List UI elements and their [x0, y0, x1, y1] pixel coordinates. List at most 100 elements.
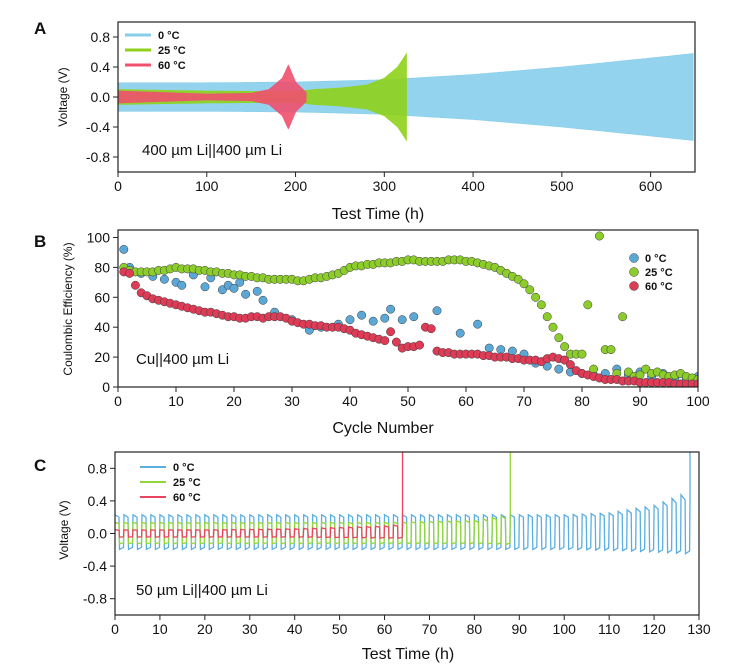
legend-c-label-25c: 25 °C	[173, 477, 201, 489]
panel-c-letter: C	[34, 456, 46, 475]
panel-b-point-0c	[484, 343, 494, 353]
y-tick-label: 0.0	[88, 526, 108, 542]
panel-b-point-25c	[594, 231, 604, 241]
x-tick-label: 120	[642, 621, 666, 637]
panel-b-point-0c	[432, 306, 442, 316]
panel-c-trace-0c	[115, 452, 691, 555]
x-tick-label: 20	[226, 393, 242, 409]
x-tick-label: 70	[516, 393, 532, 409]
panel-b-point-60c	[380, 336, 390, 346]
x-tick-label: 40	[287, 621, 303, 637]
panel-b-point-0c	[252, 286, 262, 296]
legend-a-label-25c: 25 °C	[158, 45, 186, 57]
panel-c-y-axis: 0.8 0.4 0.0 -0.4 -0.8	[83, 460, 115, 607]
panel-b-point-0c	[119, 244, 129, 254]
panel-b-point-0c	[473, 319, 483, 329]
panel-b-point-0c	[380, 313, 390, 323]
panel-b-point-0c	[345, 315, 355, 325]
x-tick-label: 300	[373, 178, 397, 194]
panel-c-legend: 0 °C 25 °C 60 °C	[140, 462, 201, 504]
legend-b-label-0c: 0 °C	[645, 253, 667, 265]
panel-a-x-label: Test Time (h)	[332, 206, 424, 223]
y-tick-label: 0.8	[91, 29, 111, 45]
panel-c-trace-60c	[115, 452, 404, 539]
x-tick-label: 60	[458, 393, 474, 409]
panel-b-point-25c	[531, 292, 541, 302]
panel-b-point-25c	[554, 333, 564, 343]
panel-c-traces	[115, 452, 691, 555]
x-tick-label: 80	[574, 393, 590, 409]
panel-b-point-0c	[496, 345, 506, 355]
x-tick-label: 40	[342, 393, 358, 409]
panel-a-traces	[118, 52, 694, 142]
y-tick-label: 80	[94, 259, 110, 275]
x-tick-label: 100	[553, 621, 577, 637]
panel-b-point-25c	[606, 345, 616, 355]
y-tick-label: 0.0	[91, 89, 111, 105]
panel-b-y-axis: 0 20 40 60 80 100	[87, 229, 118, 395]
panel-b-point-60c	[391, 337, 401, 347]
panel-b-point-0c	[229, 283, 239, 293]
legend-a-label-0c: 0 °C	[158, 30, 180, 42]
panel-b-point-60c	[130, 280, 140, 290]
legend-b-marker-0c	[629, 253, 639, 263]
x-tick-label: 70	[422, 621, 438, 637]
panel-b-point-0c	[455, 328, 465, 338]
panel-b-point-0c	[357, 310, 367, 320]
panel-c-y-label: Voltage (V)	[57, 500, 71, 559]
y-tick-label: 40	[94, 319, 110, 335]
x-tick-label: 60	[377, 621, 393, 637]
panel-b-point-25c	[519, 279, 529, 289]
panel-b-point-25c	[536, 300, 546, 310]
panel-c: C 0.8 0.4 0.0 -0.4 -0.8 0 10 20 30 40 50 60 70 80 90 1…	[34, 451, 711, 663]
panel-c-x-label: Test Time (h)	[362, 646, 454, 663]
legend-b-marker-60c	[629, 281, 639, 291]
legend-c-label-0c: 0 °C	[173, 462, 195, 474]
x-tick-label: 10	[168, 393, 184, 409]
panel-c-x-axis: 0 10 20 30 40 50 60 70 80 90 100 110 120 130	[111, 615, 711, 637]
y-tick-label: -0.8	[83, 591, 107, 607]
panel-b-point-25c	[542, 312, 552, 322]
x-tick-label: 110	[598, 621, 621, 637]
x-tick-label: 20	[197, 621, 213, 637]
panel-b-point-0c	[177, 280, 187, 290]
legend-b-label-25c: 25 °C	[645, 267, 673, 279]
panel-a-y-label: Voltage (V)	[56, 67, 70, 126]
panel-b-point-25c	[618, 312, 628, 322]
panel-b-y-label: Coulombic Efficiency (%)	[61, 242, 75, 375]
legend-a-label-60c: 60 °C	[158, 60, 186, 72]
panel-a: A 0.80.40.0-0.4-0.8 0 100 200 300 400 500 600 …	[34, 19, 696, 223]
x-tick-label: 50	[400, 393, 416, 409]
panel-a-y-axis: 0.8 0.4 0.0 -0.4 -0.8	[86, 29, 118, 165]
panel-b-point-0c	[258, 295, 268, 305]
panel-b-point-60c	[415, 340, 425, 350]
panel-b: B 0 20 40 60 80 100 0 10 20 30 40 50 60 70 80 90 100 Co…	[34, 229, 710, 437]
panel-b-x-axis: 0 10 20 30 40 50 60 70 80 90 100	[114, 387, 710, 409]
x-tick-label: 80	[467, 621, 483, 637]
panel-c-annotation: 50 µm Li||400 µm Li	[136, 582, 268, 599]
legend-c-label-60c: 60 °C	[173, 492, 201, 504]
panel-b-point-0c	[397, 315, 407, 325]
x-tick-label: 50	[332, 621, 348, 637]
x-tick-label: 90	[512, 621, 528, 637]
x-tick-label: 10	[152, 621, 168, 637]
panel-b-point-60c	[565, 360, 575, 370]
panel-a-annotation: 400 µm Li||400 µm Li	[142, 142, 282, 159]
x-tick-label: 100	[686, 393, 710, 409]
y-tick-label: 0.4	[88, 493, 108, 509]
x-tick-label: 130	[687, 621, 711, 637]
panel-b-point-0c	[241, 289, 251, 299]
x-tick-label: 90	[632, 393, 648, 409]
panel-b-point-60c	[125, 268, 135, 278]
panel-b-point-25c	[548, 322, 558, 332]
panel-b-point-25c	[560, 342, 570, 352]
panel-b-point-0c	[368, 316, 378, 326]
panel-b-legend: 0 °C 25 °C 60 °C	[629, 253, 673, 293]
x-tick-label: 100	[195, 178, 219, 194]
y-tick-label: -0.4	[86, 119, 110, 135]
x-tick-label: 0	[114, 393, 122, 409]
x-tick-label: 30	[242, 621, 258, 637]
panel-b-point-0c	[200, 282, 210, 292]
y-tick-label: 0.8	[88, 460, 108, 476]
